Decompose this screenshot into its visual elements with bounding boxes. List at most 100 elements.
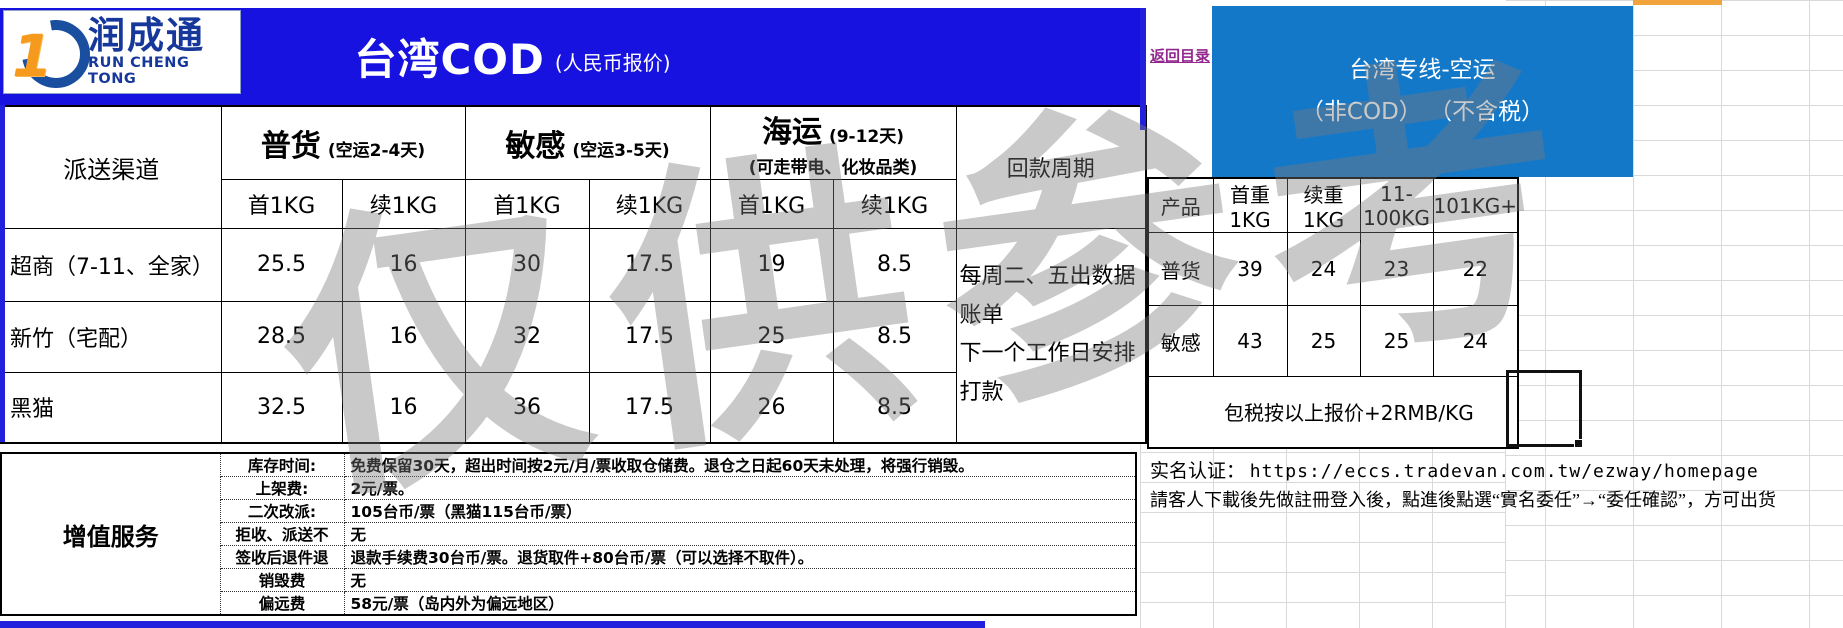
table-row: 黑猫 32.5 16 36 17.5 26 8.5 xyxy=(0,371,1146,444)
cod-subtitle: (人民币报价) xyxy=(554,51,671,75)
rate-cell: 32 xyxy=(464,300,590,373)
logo-text: 润成通 RUN CHENG TONG xyxy=(88,13,240,88)
subheader-first-kg: 首1KG xyxy=(220,178,343,229)
air-product-general: 普货 xyxy=(1147,232,1214,306)
rate-cell: 24 xyxy=(1432,305,1519,377)
realname-verification-note: 实名认证： https://eccs.tradevan.com.tw/ezway… xyxy=(1150,458,1840,514)
air-product-sensitive: 敏感 xyxy=(1147,305,1214,377)
table-row: 普货 39 24 23 22 xyxy=(1147,232,1519,306)
realname-url: https://eccs.tradevan.com.tw/ezway/homep… xyxy=(1249,461,1759,482)
channel-header: 派送渠道 xyxy=(0,105,222,229)
table-row: 超商（7-11、全家） 25.5 16 30 17.5 19 8.5 每周二、五… xyxy=(0,227,1147,444)
rate-cell: 19 xyxy=(709,227,834,302)
air-header-next-kg: 续重1KG xyxy=(1286,177,1361,233)
vas-label-storage: 库存时间: xyxy=(219,452,345,477)
table-row: 新竹（宅配） 28.5 16 32 17.5 25 8.5 xyxy=(0,300,1146,373)
vas-value-return: 退款手续费30台币/票。退货取件+80台币/票（可以选择不取件）。 xyxy=(343,545,1137,569)
rate-cell: 25 xyxy=(1359,305,1434,377)
table-row: 增值服务 库存时间: 免费保留30天，超出时间按2元/月/票收取仓储费。退仓之日… xyxy=(0,452,1137,616)
rate-cell: 16 xyxy=(341,371,466,444)
cod-rate-table: 派送渠道 普货 (空运2-4天) 敏感 (空运3-5天) 海运 (9-12天) … xyxy=(0,105,1147,444)
air-header-banner: 台湾专线-空运 （非COD） （不含税） xyxy=(1212,6,1633,177)
rate-cell: 16 xyxy=(341,300,466,373)
subheader-next-kg: 续1KG xyxy=(588,178,711,229)
channel-convenience-store: 超商（7-11、全家） xyxy=(0,227,222,302)
subheader-first-kg: 首1KG xyxy=(709,178,834,229)
vas-value-shelving: 2元/票。 xyxy=(343,476,1137,500)
vas-value-redispatch: 105台币/票（黑猫115台币/票） xyxy=(343,499,1137,523)
realname-instructions: 請客人下載後先做註冊登入後，點進後點選“實名委任”→“委任確認”，方可出货 xyxy=(1150,489,1776,510)
group-sensitive-name: 敏感 xyxy=(505,128,566,164)
back-to-directory-link[interactable]: 返回目录 xyxy=(1150,47,1211,65)
vas-label-redispatch: 二次改派: xyxy=(219,499,345,523)
air-header-first-kg: 首重1KG xyxy=(1212,177,1288,233)
rate-cell: 32.5 xyxy=(220,371,343,444)
air-header-101plus: 101KG+ xyxy=(1432,177,1519,233)
payment-line1: 每周二、五出数据账单 xyxy=(959,264,1136,328)
rate-cell: 23 xyxy=(1359,232,1434,306)
logo-mark-icon: 1 xyxy=(8,6,104,102)
rate-cell: 25 xyxy=(709,300,834,373)
vas-value-rejection: 无 xyxy=(343,522,1137,546)
cod-title: 台湾COD xyxy=(354,35,545,84)
table-row: 包税按以上报价+2RMB/KG xyxy=(1147,376,1519,448)
rate-cell: 24 xyxy=(1286,232,1361,306)
logo-name-en: RUN CHENG TONG xyxy=(88,55,190,88)
group-sensitive: 敏感 (空运3-5天) xyxy=(464,105,711,180)
print-area-border-bottom xyxy=(0,621,985,628)
payment-cycle-header: 回款周期 xyxy=(955,105,1147,229)
empty-grid-bottom xyxy=(1140,442,1506,628)
rate-cell: 8.5 xyxy=(832,300,957,373)
air-header-11-100: 11-100KG xyxy=(1359,177,1434,233)
group-sensitive-note: (空运3-5天) xyxy=(572,140,670,161)
rate-cell: 22 xyxy=(1432,232,1519,306)
rate-cell: 16 xyxy=(341,227,466,302)
rate-cell: 17.5 xyxy=(588,300,711,373)
print-area-border-right xyxy=(1140,8,1146,130)
air-rate-table: 产品 首重1KG 续重1KG 11-100KG 101KG+ 普货 39 24 … xyxy=(1147,177,1520,449)
table-row: 敏感 43 25 25 24 xyxy=(1147,305,1519,377)
payment-line2: 下一个工作日安排打款 xyxy=(959,341,1136,405)
rate-cell: 17.5 xyxy=(588,371,711,444)
group-sea-note: (9-12天) xyxy=(828,127,905,148)
table-row: 上架费: 2元/票。 xyxy=(1,476,1137,500)
rate-cell: 26 xyxy=(709,371,834,444)
vas-value-remote: 58元/票（岛内外为偏远地区） xyxy=(343,591,1137,616)
rate-cell: 39 xyxy=(1212,232,1288,306)
table-row: 偏远费 58元/票（岛内外为偏远地区） xyxy=(1,591,1137,616)
air-header-product: 产品 xyxy=(1147,177,1214,233)
subheader-first-kg: 首1KG xyxy=(464,178,590,229)
rate-cell: 25.5 xyxy=(220,227,343,302)
realname-label: 实名认证： xyxy=(1150,461,1246,482)
group-sea: 海运 (9-12天) (可走带电、化妆品类) xyxy=(709,105,957,180)
group-sea-name: 海运 xyxy=(761,115,822,151)
rate-cell: 30 xyxy=(464,227,590,302)
air-title-line2: （非COD） （不含税） xyxy=(1300,98,1545,125)
rate-cell: 17.5 xyxy=(588,227,711,302)
air-title-line1: 台湾专线-空运 xyxy=(1349,57,1496,84)
selected-cell[interactable] xyxy=(1506,370,1583,448)
logo-name-cn: 润成通 xyxy=(88,13,205,57)
company-logo: 1 润成通 RUN CHENG TONG xyxy=(3,6,241,102)
vas-label-shelving: 上架费: xyxy=(219,476,345,500)
print-area-border-left xyxy=(0,105,5,442)
fill-handle[interactable] xyxy=(1574,439,1583,448)
vas-title: 增值服务 xyxy=(0,452,221,616)
table-row: 销毁费 无 xyxy=(1,568,1137,592)
rate-cell: 8.5 xyxy=(832,371,957,444)
vas-label-destruction: 销毁费 xyxy=(219,568,345,592)
rate-cell: 36 xyxy=(464,371,590,444)
subheader-next-kg: 续1KG xyxy=(832,178,957,229)
value-added-services-table: 增值服务 库存时间: 免费保留30天，超出时间按2元/月/票收取仓储费。退仓之日… xyxy=(0,452,1137,616)
rate-cell: 28.5 xyxy=(220,300,343,373)
group-general-name: 普货 xyxy=(260,128,321,164)
group-general-note: (空运2-4天) xyxy=(327,140,426,161)
table-row: 签收后退件退 退款手续费30台币/票。退货取件+80台币/票（可以选择不取件）。 xyxy=(1,545,1137,569)
vas-value-destruction: 无 xyxy=(343,568,1137,592)
rate-cell: 43 xyxy=(1212,305,1288,377)
vas-value-storage: 免费保留30天，超出时间按2元/月/票收取仓储费。退仓之日起60天未处理，将强行… xyxy=(343,452,1137,477)
rate-cell: 8.5 xyxy=(832,227,957,302)
rate-cell: 25 xyxy=(1286,305,1361,377)
vas-label-return: 签收后退件退 xyxy=(219,545,345,569)
